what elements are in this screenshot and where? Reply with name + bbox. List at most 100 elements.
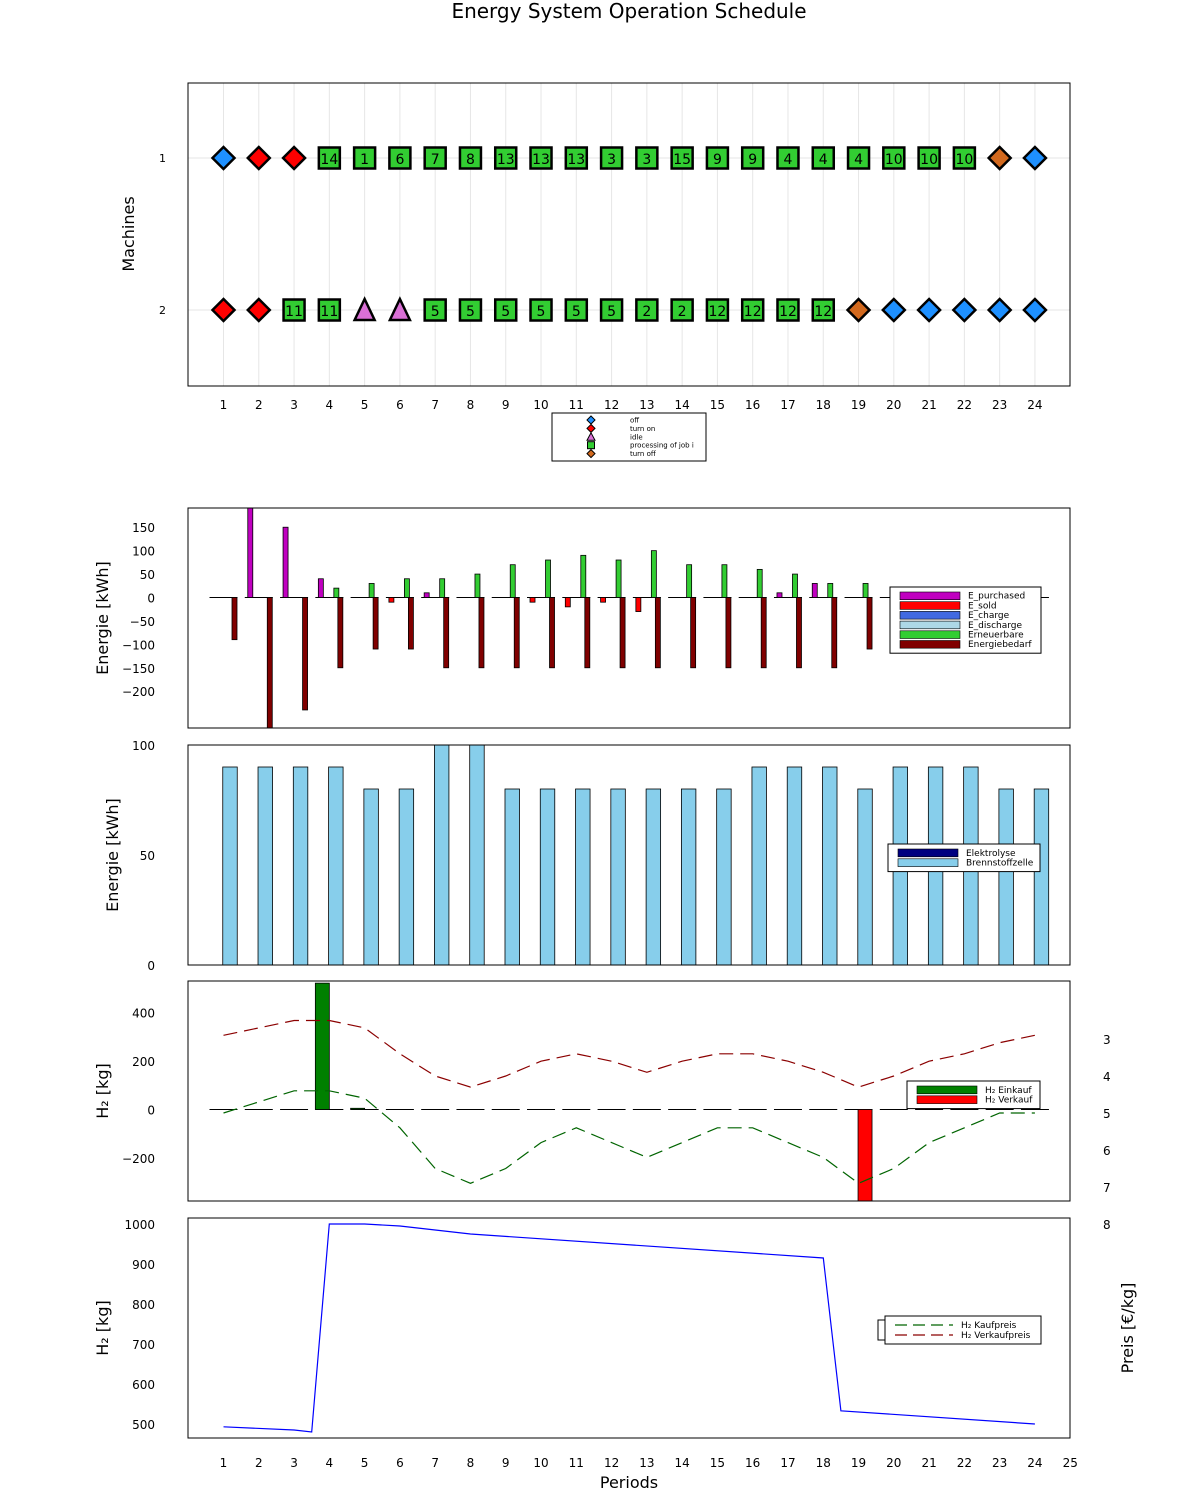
energy-ytick-label: 0 bbox=[147, 592, 155, 606]
schedule-job-label: 6 bbox=[395, 152, 404, 168]
schedule-job-label: 4 bbox=[819, 152, 828, 168]
conversion-bar-brennstoffzelle bbox=[716, 788, 732, 966]
conversion-ytick-label: 50 bbox=[140, 849, 155, 863]
schedule-job-label: 4 bbox=[854, 152, 863, 168]
schedule-marker-processing bbox=[846, 146, 871, 170]
schedule-xtick-label: 21 bbox=[921, 398, 936, 412]
conversion-bar-brennstoffzelle bbox=[751, 766, 767, 966]
schedule-xtick-label: 11 bbox=[569, 398, 584, 412]
energy-legend-label: Energiebedarf bbox=[968, 640, 1032, 650]
energy-bar-erneuerbare bbox=[686, 564, 693, 598]
conversion-bar-brennstoffzelle bbox=[786, 766, 803, 966]
schedule-xtick-label: 12 bbox=[604, 398, 619, 412]
schedule-marker-off bbox=[1022, 297, 1048, 323]
energy-bar-e-purchased bbox=[317, 578, 324, 598]
schedule-legend-label: turn on bbox=[630, 425, 655, 433]
schedule-marker-processing bbox=[811, 146, 836, 170]
energy-ytick-label: 100 bbox=[132, 545, 155, 559]
prices-xtick-label: 7 bbox=[431, 1456, 439, 1470]
energy-bar-energiebedarf bbox=[513, 597, 520, 669]
schedule-legend-marker bbox=[587, 441, 595, 450]
energy-bar-e-purchased bbox=[282, 526, 289, 598]
conversion-bar-brennstoffzelle bbox=[363, 788, 379, 966]
prices-ytick-label: 4 bbox=[1103, 1070, 1111, 1084]
prices-xtick-label: 11 bbox=[569, 1456, 584, 1470]
schedule-legend bbox=[551, 412, 707, 462]
energy-legend-label: E_charge bbox=[968, 611, 1010, 621]
energy-bar-energiebedarf bbox=[584, 597, 591, 669]
schedule-xtick-label: 3 bbox=[290, 398, 298, 412]
energy-bar-erneuerbare bbox=[650, 550, 657, 598]
energy-bar-erneuerbare bbox=[792, 573, 798, 598]
energy-bar-erneuerbare bbox=[474, 573, 481, 598]
prices-xtick-label: 12 bbox=[604, 1456, 619, 1470]
conversion-legend-swatch bbox=[897, 848, 959, 858]
schedule-xtick-label: 23 bbox=[992, 398, 1007, 412]
energy-bar-erneuerbare bbox=[615, 559, 622, 598]
schedule-marker-processing bbox=[458, 298, 483, 322]
energy-bar-energiebedarf bbox=[337, 597, 344, 669]
trade-legend-label: H₂ Einkauf bbox=[985, 1086, 1032, 1096]
conversion-legend-swatch bbox=[897, 858, 959, 867]
schedule-marker-processing bbox=[740, 298, 765, 322]
prices-xtick-label: 18 bbox=[816, 1456, 831, 1470]
conversion-bar-brennstoffzelle bbox=[1033, 788, 1050, 966]
energy-bar-erneuerbare bbox=[580, 554, 587, 598]
schedule-marker-processing bbox=[635, 146, 659, 170]
trade-legend bbox=[906, 1080, 1041, 1110]
prices-ytick-label: 5 bbox=[1103, 1107, 1111, 1121]
schedule-job-label: 7 bbox=[431, 152, 440, 168]
prices-xtick-label: 25 bbox=[1063, 1456, 1078, 1470]
schedule-marker-processing bbox=[705, 298, 730, 322]
schedule-marker-off bbox=[951, 297, 978, 323]
schedule-legend-label: idle bbox=[630, 433, 643, 441]
schedule-legend-label: turn off bbox=[630, 450, 656, 458]
schedule-marker-processing bbox=[564, 146, 589, 170]
energy-legend-label: E_purchased bbox=[968, 592, 1025, 602]
energy-bar-energiebedarf bbox=[760, 597, 767, 669]
prices-ytick-label: 3 bbox=[1103, 1033, 1111, 1047]
energy-bar-erneuerbare bbox=[862, 583, 869, 598]
energy-ytick-label: −200 bbox=[122, 685, 155, 699]
conversion-bar-brennstoffzelle bbox=[257, 766, 273, 966]
schedule-xtick-label: 18 bbox=[816, 398, 831, 412]
conversion-bar-brennstoffzelle bbox=[292, 766, 309, 966]
schedule-xtick-label: 24 bbox=[1027, 398, 1042, 412]
schedule-marker-processing bbox=[740, 146, 765, 170]
trade-bar-h2-einkauf bbox=[314, 982, 330, 1110]
schedule-job-label: 3 bbox=[642, 152, 651, 168]
prices-xtick-label: 19 bbox=[851, 1456, 866, 1470]
prices-xtick-label: 5 bbox=[361, 1456, 369, 1470]
conversion-ytick-label: 100 bbox=[132, 739, 155, 753]
schedule-job-label: 10 bbox=[955, 152, 973, 168]
energy-bar-energiebedarf bbox=[725, 597, 732, 669]
trade-legend-label: H₂ Verkauf bbox=[985, 1096, 1033, 1106]
conversion-bar-brennstoffzelle bbox=[539, 788, 556, 966]
energy-bar-energiebedarf bbox=[690, 597, 697, 669]
trade-ylabel: H₂ [kg] bbox=[93, 1063, 112, 1118]
schedule-marker-processing bbox=[529, 146, 553, 170]
trade-legend-swatch bbox=[916, 1095, 978, 1104]
schedule-job-label: 10 bbox=[920, 152, 938, 168]
schedule-xtick-label: 4 bbox=[326, 398, 334, 412]
energy-bar-energiebedarf bbox=[866, 597, 873, 650]
prices-xtick-label: 1 bbox=[220, 1456, 228, 1470]
prices-xtick-label: 13 bbox=[639, 1456, 654, 1470]
schedule-job-label: 11 bbox=[320, 304, 338, 320]
schedule-marker-off bbox=[986, 297, 1013, 323]
conversion-bar-brennstoffzelle bbox=[328, 766, 344, 966]
schedule-marker-processing bbox=[776, 298, 800, 322]
schedule-xtick-label: 14 bbox=[674, 398, 689, 412]
schedule-xtick-label: 17 bbox=[780, 398, 795, 412]
energy-bar-e-purchased bbox=[776, 592, 783, 598]
prices-ytick-label: 500 bbox=[132, 1418, 155, 1432]
conversion-legend-label: Brennstoffzelle bbox=[966, 859, 1034, 869]
energy-legend-swatch bbox=[899, 601, 961, 610]
schedule-job-label: 2 bbox=[642, 304, 651, 320]
schedule-job-label: 5 bbox=[466, 304, 475, 320]
schedule-marker-processing bbox=[952, 146, 977, 170]
prices-xtick-label: 3 bbox=[290, 1456, 298, 1470]
prices-xtick-label: 4 bbox=[326, 1456, 334, 1470]
energy-bar-e-purchased bbox=[811, 583, 818, 598]
